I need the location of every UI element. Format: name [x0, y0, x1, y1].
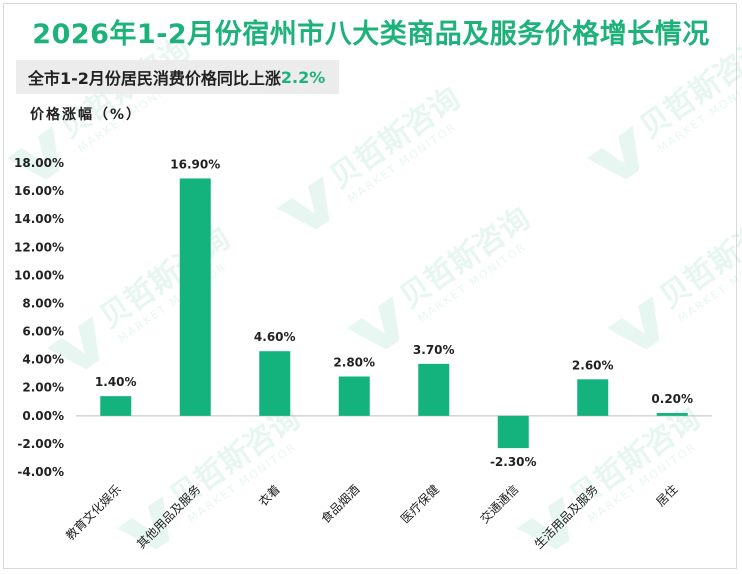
bar-5 — [418, 363, 450, 416]
data-label: 1.40% — [95, 375, 137, 389]
y-tick-label: 2.00% — [22, 381, 64, 395]
bar-2 — [179, 178, 211, 416]
watermark-logo-icon — [276, 176, 330, 230]
bar-8 — [656, 413, 688, 416]
data-label: 2.80% — [333, 355, 375, 369]
data-label: 16.90% — [170, 157, 220, 171]
y-tick-label: 10.00% — [14, 268, 64, 282]
y-tick-label: 4.00% — [22, 353, 64, 367]
bar-4 — [338, 376, 370, 416]
y-axis-label: 价格涨幅（%） — [30, 107, 143, 123]
data-label: 2.60% — [572, 358, 614, 372]
data-label: 3.70% — [413, 343, 455, 357]
watermark-logo-icon — [6, 126, 60, 180]
x-tick-label: 教育文化娱乐 — [62, 482, 124, 544]
subtitle-value: 2.2% — [280, 67, 326, 87]
x-tick-label: 交通通信 — [477, 482, 522, 527]
y-tick-label: 16.00% — [14, 184, 64, 198]
data-label: 0.20% — [651, 392, 693, 406]
y-tick-label: -4.00% — [17, 465, 64, 479]
watermark-logo-icon — [606, 296, 660, 350]
data-label: 4.60% — [254, 330, 296, 344]
x-tick-label: 衣着 — [255, 482, 283, 510]
bar-1 — [100, 396, 132, 416]
y-tick-label: 14.00% — [14, 212, 64, 226]
y-tick-label: -2.00% — [17, 437, 64, 451]
data-label: -2.30% — [490, 455, 537, 469]
y-tick-label: 0.00% — [22, 409, 64, 423]
x-tick-label: 居住 — [653, 482, 680, 509]
watermark-logo-icon — [516, 496, 570, 550]
watermark-logo-icon — [116, 496, 170, 550]
watermark-logo-icon — [346, 296, 400, 350]
chart-title: 2026年1-2月份宿州市八大类商品及服务价格增长情况 — [32, 19, 710, 50]
y-tick-label: 6.00% — [22, 325, 64, 339]
chart-frame — [3, 3, 737, 569]
subtitle-box: 全市1-2月份居民消费价格同比上涨 2.2% — [16, 60, 340, 94]
watermark-logo-icon — [46, 316, 100, 370]
y-tick-label: 12.00% — [14, 240, 64, 254]
x-tick-label: 其他用品及服务 — [133, 482, 203, 552]
subtitle-text: 全市1-2月份居民消费价格同比上涨 — [28, 69, 281, 88]
y-tick-label: 8.00% — [22, 296, 64, 310]
x-tick-label: 生活用品及服务 — [531, 482, 601, 552]
bar-6 — [497, 415, 529, 449]
y-tick-label: 18.00% — [14, 156, 64, 170]
bar-7 — [577, 379, 609, 416]
x-tick-label: 食品烟酒 — [318, 482, 363, 527]
x-tick-label: 医疗保健 — [398, 482, 442, 526]
watermark-logo-icon — [586, 126, 640, 180]
bar-3 — [259, 351, 291, 416]
